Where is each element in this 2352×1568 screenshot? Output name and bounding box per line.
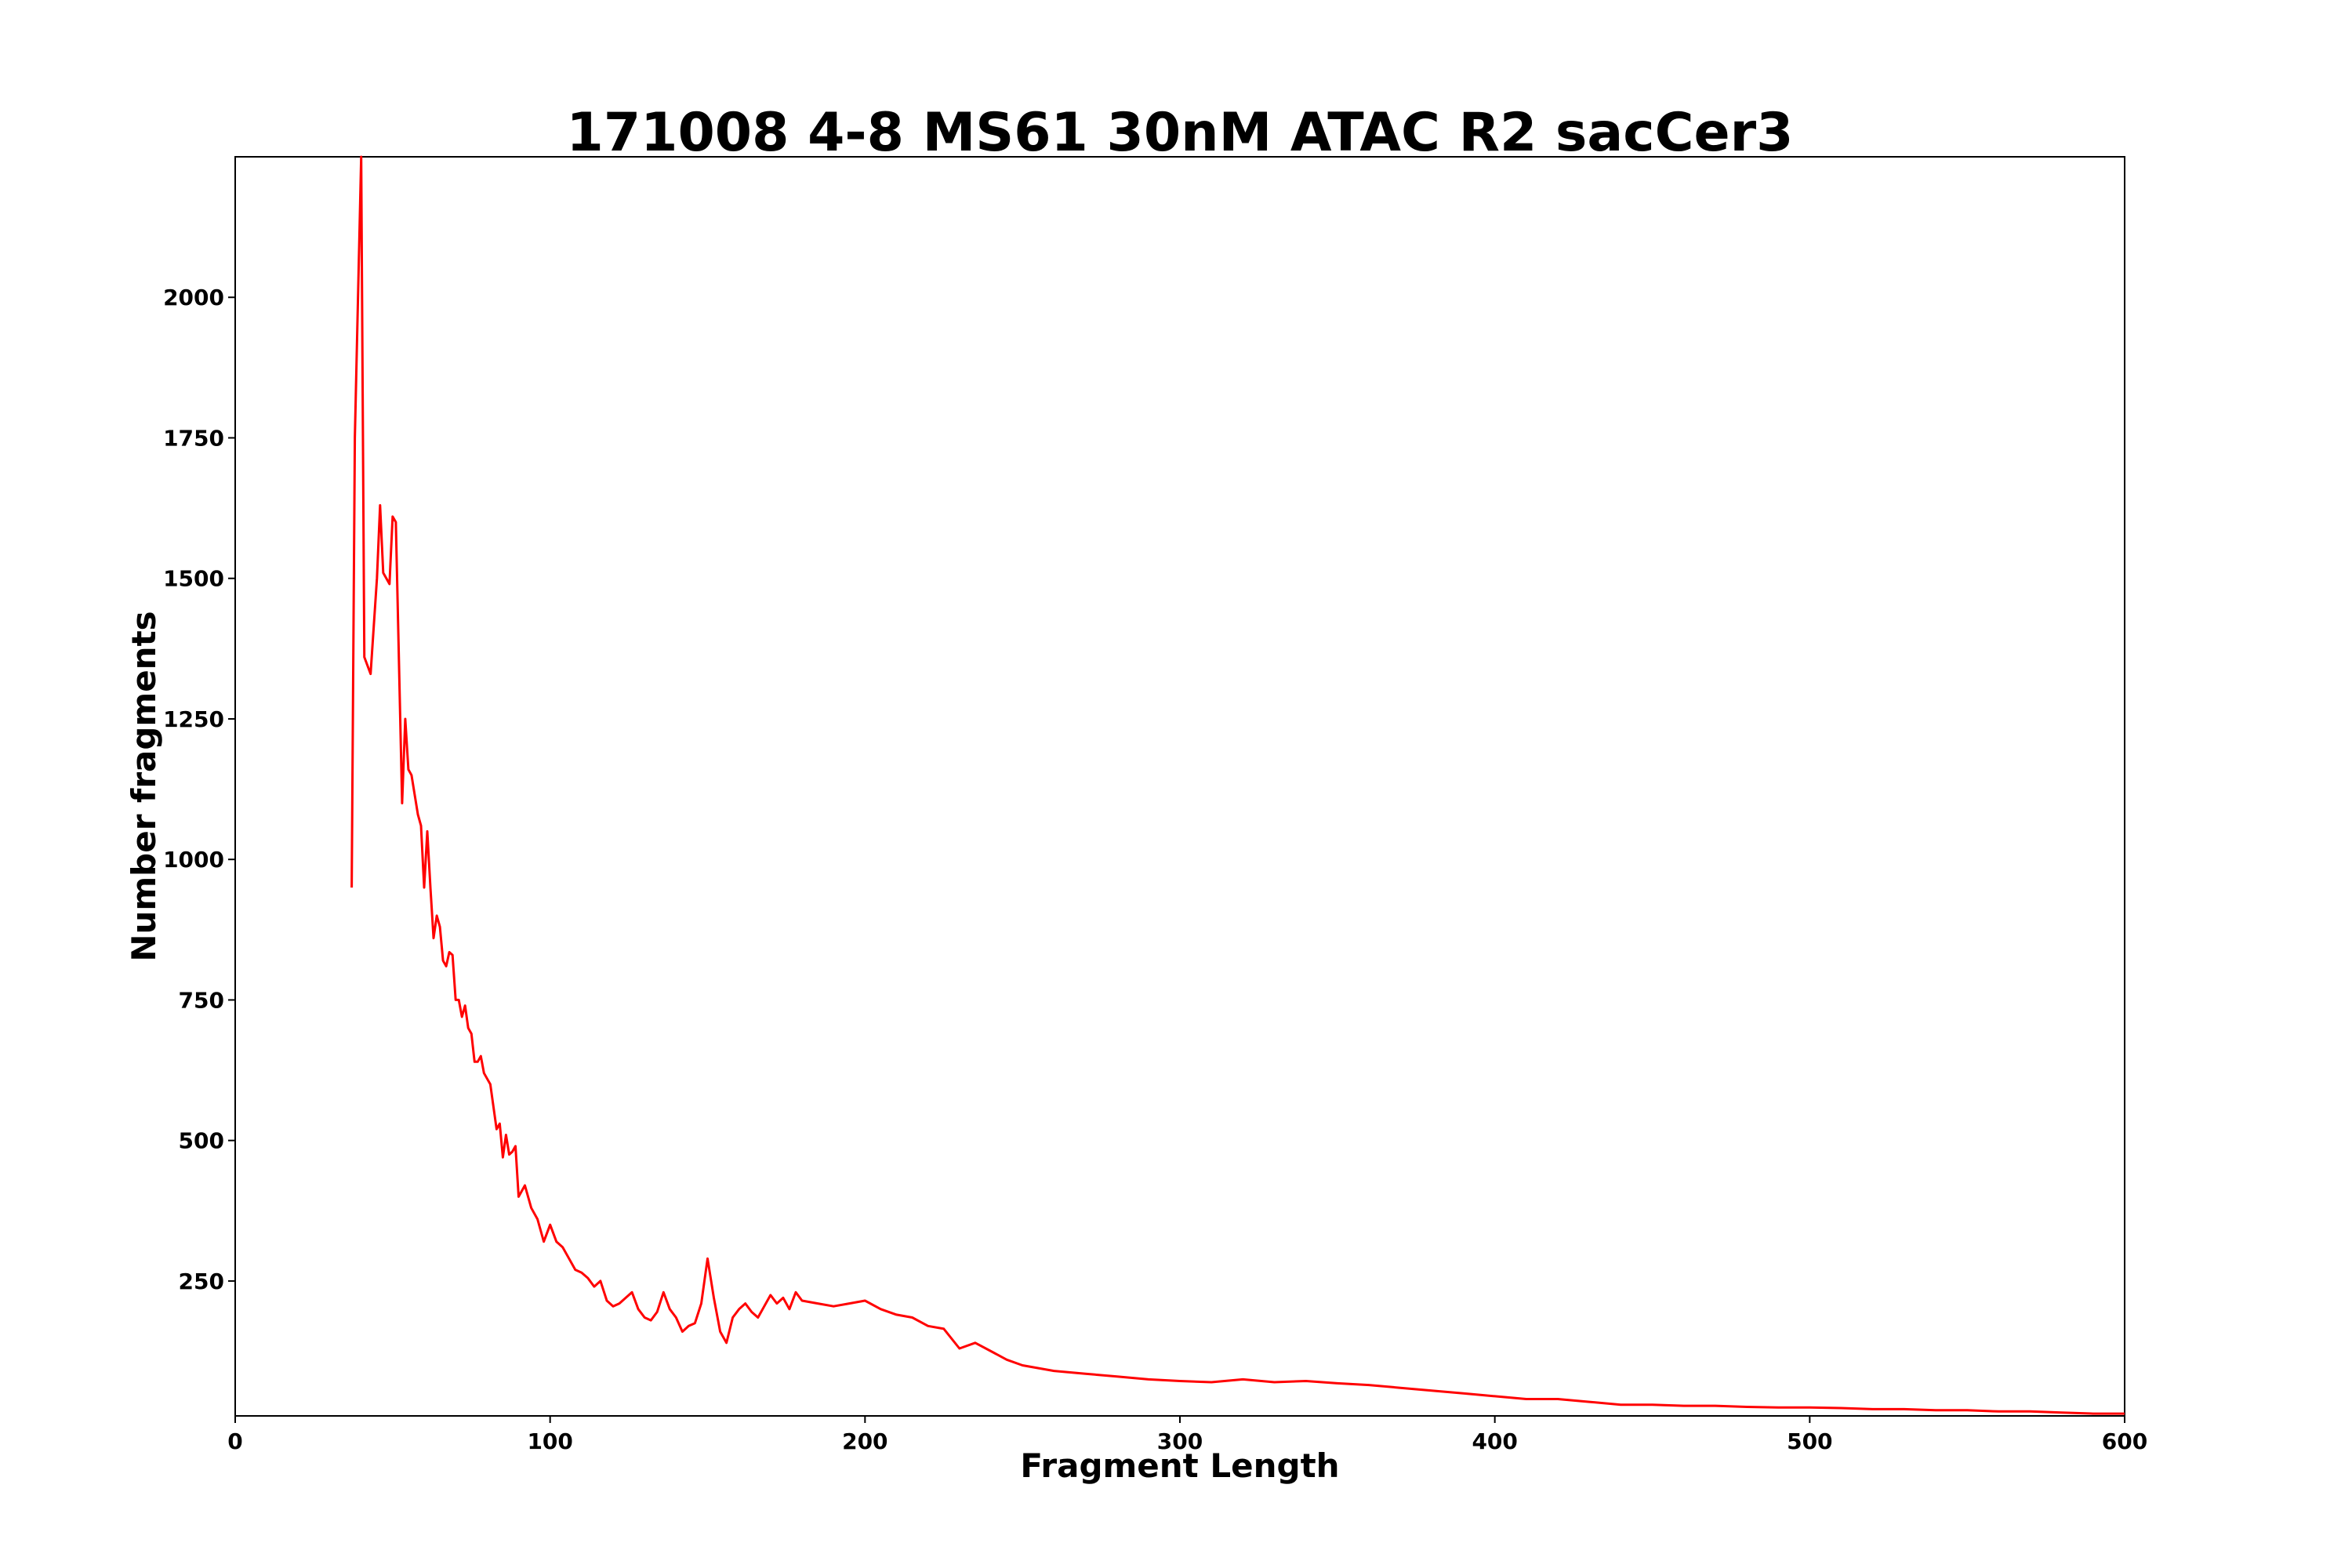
y-tick-label: 750: [179, 987, 224, 1013]
y-tick-label: 1000: [163, 847, 224, 873]
plot-frame: [234, 156, 2125, 1417]
x-axis-label: Fragment Length: [1020, 1446, 1339, 1485]
y-tick-label: 1750: [163, 425, 224, 451]
y-tick-label: 1250: [163, 706, 224, 732]
y-tick-label: 2000: [163, 285, 224, 310]
x-tick-label: 300: [1157, 1428, 1203, 1454]
y-tick-label: 1500: [163, 566, 224, 592]
chart-title: 171008 4-8 MS61 30nM ATAC R2 sacCer3: [567, 102, 1794, 164]
series-line: [350, 155, 2125, 1415]
x-tick-label: 100: [527, 1428, 572, 1454]
x-tick-label: 600: [2102, 1428, 2147, 1454]
y-axis-label: Number fragments: [125, 611, 163, 961]
x-tick-label: 200: [842, 1428, 887, 1454]
y-tick-label: 500: [179, 1128, 224, 1154]
x-tick-label: 0: [227, 1428, 242, 1454]
x-axis: 0 100 200 300 400 500 600: [227, 1416, 2147, 1454]
y-tick-label: 250: [179, 1269, 224, 1294]
y-axis: 250 500 750 1000 1250 1500 1750 2000: [163, 285, 235, 1294]
x-tick-label: 400: [1472, 1428, 1517, 1454]
plot-area: [234, 155, 2125, 1417]
x-tick-label: 500: [1787, 1428, 1832, 1454]
